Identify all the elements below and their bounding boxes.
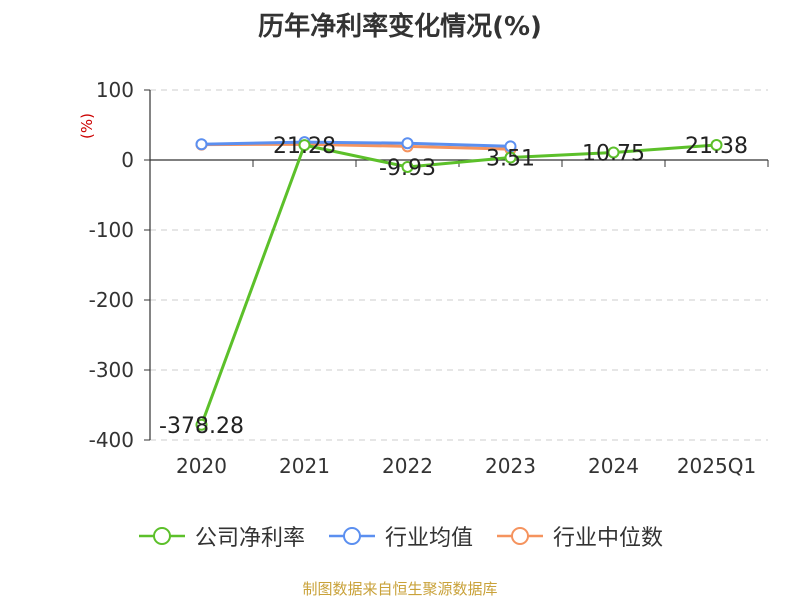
data-point (401, 137, 414, 150)
legend-item[interactable]: 行业均值 (327, 520, 473, 552)
x-tick-label: 2021 (279, 454, 330, 478)
x-tick-label: 2025Q1 (677, 454, 756, 478)
y-tick-label: -300 (89, 358, 134, 382)
y-axis-label: (%) (78, 113, 96, 139)
series-lines (195, 136, 723, 431)
data-label: 3.51 (486, 147, 535, 172)
data-point (710, 139, 723, 152)
data-label: 21.38 (685, 134, 748, 159)
data-label: 21.28 (273, 134, 336, 159)
data-point (401, 160, 414, 173)
legend-item[interactable]: 行业中位数 (495, 520, 663, 552)
source-note: 制图数据来自恒生聚源数据库 (302, 580, 498, 598)
data-point (504, 140, 517, 153)
y-tick-label: -400 (89, 428, 134, 452)
data-point (195, 418, 208, 431)
series-line (201, 140, 511, 148)
legend-swatch (497, 527, 543, 545)
data-label: -378.28 (159, 414, 244, 439)
y-tick-label: -100 (89, 218, 134, 242)
grid-lines (150, 89, 768, 441)
legend: 公司净利率 行业均值 行业中位数 (0, 520, 800, 552)
data-label: -9.93 (379, 156, 436, 181)
x-tick-label: 2024 (588, 454, 639, 478)
y-tick-label: 0 (121, 148, 134, 172)
x-tick-label: 2022 (382, 454, 433, 478)
legend-swatch (328, 527, 375, 545)
data-labels: -378.28 21.28 -9.93 3.51 10.75 21.38 (159, 134, 748, 439)
legend-swatch (138, 527, 185, 545)
y-tick-label: -200 (89, 288, 134, 312)
chart-title: 历年净利率变化情况(%) (258, 12, 542, 42)
y-tick-label: 100 (96, 78, 134, 102)
x-tick-label: 2020 (176, 454, 227, 478)
data-point (298, 139, 311, 152)
legend-item[interactable]: 公司净利率 (137, 520, 305, 552)
data-point (607, 146, 620, 159)
x-tick-label: 2023 (485, 454, 536, 478)
legend-label: 行业中位数 (553, 526, 664, 551)
data-point (504, 151, 517, 164)
series-line (200, 143, 717, 426)
data-label: 10.75 (582, 141, 645, 166)
data-point (195, 138, 208, 151)
legend-label: 行业均值 (384, 526, 473, 551)
legend-label: 公司净利率 (194, 526, 305, 551)
axes: 100 0 -100 -200 -300 -400 2020 2021 2022 2023 2024… (78, 78, 769, 478)
